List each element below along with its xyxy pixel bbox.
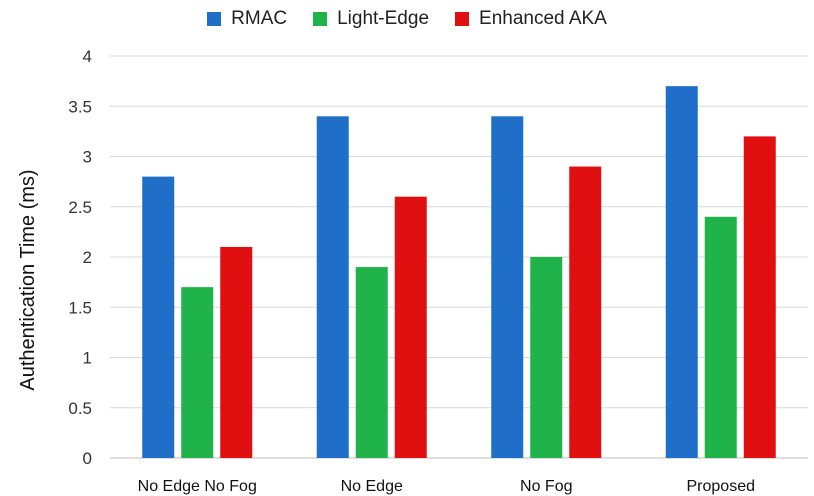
y-tick-label: 0 xyxy=(83,449,92,468)
bar-light-edge-proposed xyxy=(704,216,737,458)
y-tick-label: 0.5 xyxy=(68,399,92,418)
legend-label-light-edge: Light-Edge xyxy=(337,8,430,29)
legend: RMAC Light-Edge Enhanced AKA xyxy=(0,8,814,30)
x-category-label: Proposed xyxy=(687,478,756,495)
bars xyxy=(142,86,776,459)
bar-enhanced-aka-proposed xyxy=(743,136,776,458)
legend-item-light-edge: Light-Edge xyxy=(313,8,429,30)
bar-enhanced-aka-no-edge xyxy=(394,196,427,458)
y-tick-label: 2 xyxy=(83,248,92,267)
y-tick-label: 2.5 xyxy=(68,198,92,217)
y-tick-label: 4 xyxy=(83,47,92,66)
x-category-label: No Edge No Fog xyxy=(138,478,257,495)
bar-light-edge-no-edge-no-fog xyxy=(181,287,214,458)
bar-enhanced-aka-no-edge-no-fog xyxy=(220,246,253,458)
legend-swatch-light-edge xyxy=(313,12,328,26)
y-tick-label: 3 xyxy=(83,148,92,167)
y-axis-ticks: 0 0.5 1 1.5 2 2.5 3 3.5 4 xyxy=(68,47,92,468)
category-labels: No Edge No Fog No Edge No Fog Proposed xyxy=(138,478,755,495)
bar-light-edge-no-edge xyxy=(355,267,388,458)
gridlines xyxy=(110,55,808,459)
y-tick-label: 3.5 xyxy=(68,97,92,116)
bar-rmac-proposed xyxy=(665,86,698,459)
bar-enhanced-aka-no-fog xyxy=(569,166,602,459)
bar-rmac-no-fog xyxy=(491,116,524,459)
bar-light-edge-no-fog xyxy=(530,257,563,458)
legend-swatch-rmac xyxy=(207,12,222,26)
legend-label-enhanced-aka: Enhanced AKA xyxy=(479,8,607,29)
y-axis-label: Authentication Time (ms) xyxy=(17,169,39,390)
y-tick-label: 1 xyxy=(83,349,92,368)
bar-rmac-no-edge-no-fog xyxy=(142,176,175,458)
y-tick-label: 1.5 xyxy=(68,298,92,317)
legend-item-enhanced-aka: Enhanced AKA xyxy=(455,8,607,30)
x-category-label: No Fog xyxy=(520,478,572,495)
bar-rmac-no-edge xyxy=(316,116,349,459)
legend-item-rmac: RMAC xyxy=(207,8,287,30)
x-category-label: No Edge xyxy=(341,478,403,495)
legend-swatch-enhanced-aka xyxy=(455,12,470,26)
legend-label-rmac: RMAC xyxy=(231,8,288,29)
